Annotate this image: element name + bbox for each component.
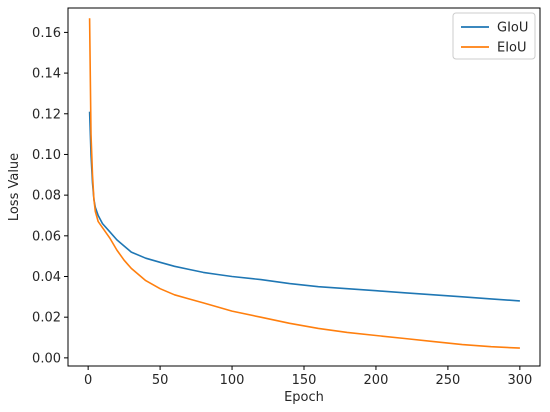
x-tick-label: 0: [84, 373, 92, 388]
y-tick-label: 0.14: [32, 67, 61, 82]
legend-label-eiou: EIoU: [497, 41, 527, 56]
legend: GIoU EIoU: [452, 12, 536, 60]
x-tick-label: 250: [435, 373, 460, 388]
y-tick-label: 0.08: [32, 189, 61, 204]
series-line-giou: [88, 111, 520, 302]
y-axis: 0.00 0.02 0.04 0.06 0.08 0.10 0.12 0.14 0.16: [32, 26, 68, 366]
x-axis: 0 50 100 150 200 250 300: [84, 366, 532, 388]
legend-label-giou: GIoU: [497, 21, 528, 36]
x-tick-label: 50: [152, 373, 169, 388]
series-line-eiou: [88, 18, 520, 349]
y-axis-label: Loss Value: [7, 153, 22, 221]
x-tick-label: 150: [292, 373, 317, 388]
x-tick-label: 300: [507, 373, 532, 388]
y-tick-label: 0.04: [32, 270, 61, 285]
y-tick-label: 0.16: [32, 26, 61, 41]
x-tick-label: 200: [364, 373, 389, 388]
y-tick-label: 0.06: [32, 229, 61, 244]
y-tick-label: 0.00: [32, 351, 61, 366]
series-layer: [88, 18, 520, 349]
x-axis-label: Epoch: [284, 390, 324, 405]
y-tick-label: 0.02: [32, 311, 61, 326]
y-tick-label: 0.12: [32, 107, 61, 122]
x-tick-label: 100: [220, 373, 245, 388]
y-tick-label: 0.10: [32, 148, 61, 163]
